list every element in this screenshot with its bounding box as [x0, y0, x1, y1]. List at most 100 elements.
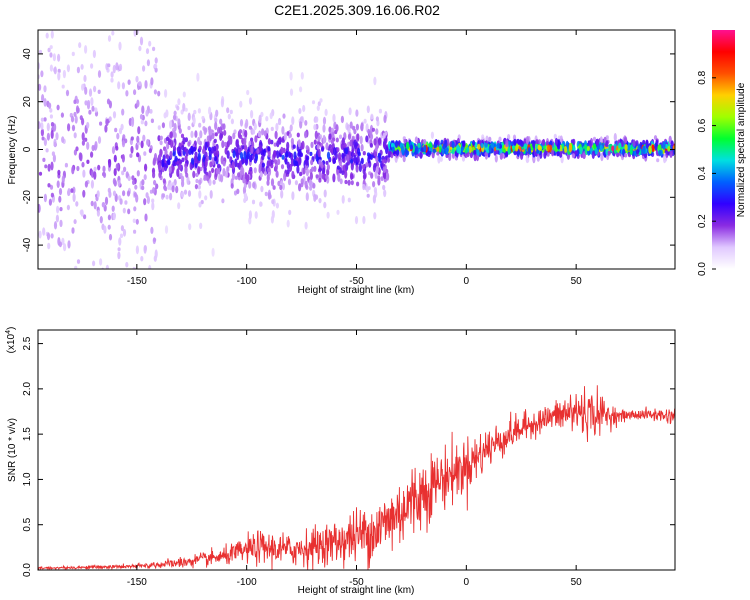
spectrogram-cell — [257, 131, 261, 137]
spectrogram-cell — [242, 158, 246, 164]
spectrogram-cell — [523, 143, 528, 150]
spectrogram-cell — [551, 149, 555, 157]
spectrogram-cell — [220, 98, 224, 108]
spectrogram-cell — [148, 280, 151, 288]
spectrogram-cell — [86, 121, 90, 129]
spectrogram-cell — [654, 142, 658, 151]
spectrogram-cell — [133, 295, 136, 303]
spectrogram-cell — [97, 164, 101, 171]
spectrogram-cell — [201, 115, 205, 120]
spectrogram-cell — [344, 147, 348, 155]
spectrogram-cell — [326, 164, 330, 171]
spectrogram-cell — [194, 184, 198, 190]
snr-y-label: SNR (10 * v/v) — [7, 418, 18, 482]
spectrogram-cell — [488, 144, 492, 154]
spectrogram-cell — [319, 98, 323, 103]
spectrogram-cell — [367, 155, 371, 164]
spectrogram-cell — [461, 155, 466, 162]
spectrogram-cell — [309, 172, 313, 181]
spectrogram-cell — [99, 258, 103, 266]
spectrogram-cell — [305, 145, 309, 151]
spectrogram-cell — [289, 71, 293, 81]
spectrogram-cell — [212, 179, 216, 185]
spectrogram-cell — [490, 141, 495, 149]
spectrogram-cell — [656, 158, 660, 163]
spectrogram-cell — [133, 89, 137, 96]
spectrogram-cell — [90, 63, 94, 69]
spectrogram-cell — [140, 140, 144, 149]
spectrogram-cell — [135, 218, 139, 225]
colorbar-tick-label: 0.6 — [697, 118, 708, 132]
spectrogram-cell — [41, 94, 45, 103]
spectrogram-cell — [145, 109, 149, 117]
spectrogram-marks — [38, 30, 675, 327]
spectrogram-cell — [248, 97, 253, 105]
spectrogram-cell — [182, 91, 186, 98]
spectrogram-cell — [145, 287, 148, 294]
spectrogram-cell — [256, 148, 260, 154]
spectrogram-cell — [281, 126, 285, 135]
spectrogram-cell — [61, 84, 65, 89]
spectrogram-cell — [222, 123, 226, 130]
spectrogram-cell — [162, 154, 166, 161]
spectrogram-cell — [593, 143, 597, 150]
spectrogram-cell — [174, 155, 178, 162]
spectrogram-cell — [214, 132, 218, 137]
spectrogram-cell — [559, 151, 563, 156]
spectrogram-cell — [138, 81, 142, 87]
x-tick-label: 50 — [571, 577, 583, 588]
spectrogram-cell — [47, 242, 51, 250]
spectrogram-cell — [263, 171, 267, 176]
spectrogram-cell — [362, 183, 366, 191]
y-tick-label: 0.5 — [22, 517, 33, 531]
spectrogram-cell — [188, 223, 192, 231]
spectrogram-cell — [38, 230, 42, 239]
spectrogram-cell — [322, 134, 326, 144]
spectrogram-cell — [67, 123, 71, 132]
spectrogram-cell — [356, 155, 360, 163]
spectrogram-cell — [84, 86, 88, 95]
spectrogram-cell — [76, 165, 80, 172]
spectrogram-cell — [532, 139, 536, 149]
spectrogram-cell — [330, 127, 335, 134]
spectrogram-cell — [302, 104, 306, 113]
spectrogram-cell — [595, 138, 600, 146]
spectrogram-cell — [45, 148, 49, 153]
spectrogram-cell — [381, 159, 385, 164]
spectrogram-cell — [291, 170, 295, 180]
spectrogram-cell — [645, 139, 649, 149]
colorbar-bar — [712, 30, 735, 269]
spectrogram-cell — [304, 120, 308, 126]
spectrogram-cell — [211, 132, 215, 140]
spectrogram-cell — [155, 307, 158, 311]
spectrogram-cell — [321, 173, 325, 180]
spectrogram-cell — [120, 225, 124, 232]
spectrogram-cell — [436, 146, 440, 152]
spectrogram-cell — [360, 122, 364, 132]
spectrogram-cell — [252, 129, 256, 135]
spectrogram-cell — [188, 148, 192, 156]
spectrogram-cell — [144, 163, 148, 172]
spectrogram-cell — [199, 130, 203, 139]
spectrogram-cell — [104, 196, 109, 206]
spectrogram-cell — [286, 219, 290, 228]
spectrogram-cell — [194, 163, 198, 168]
spectrogram-cell — [468, 145, 472, 154]
spectrogram-cell — [298, 157, 302, 166]
spectrogram-cell — [213, 138, 217, 144]
spectrogram-cell — [301, 140, 305, 150]
spectrogram-cell — [38, 121, 41, 130]
spectrogram-cell — [380, 176, 384, 182]
spectrogram-cell — [499, 152, 503, 160]
spectrogram-cell — [288, 133, 292, 138]
spectrogram-cell — [75, 146, 79, 152]
spectrogram-cell — [347, 133, 352, 140]
spectrogram-cell — [81, 132, 85, 141]
spectrogram-cell — [135, 75, 139, 83]
spectrogram-cell — [47, 269, 50, 275]
spectrogram-cell — [335, 137, 339, 143]
spectrogram-cell — [118, 237, 122, 246]
spectrogram-cell — [178, 152, 182, 157]
spectrogram-cell — [112, 319, 115, 327]
spectrogram-cell — [484, 142, 488, 148]
